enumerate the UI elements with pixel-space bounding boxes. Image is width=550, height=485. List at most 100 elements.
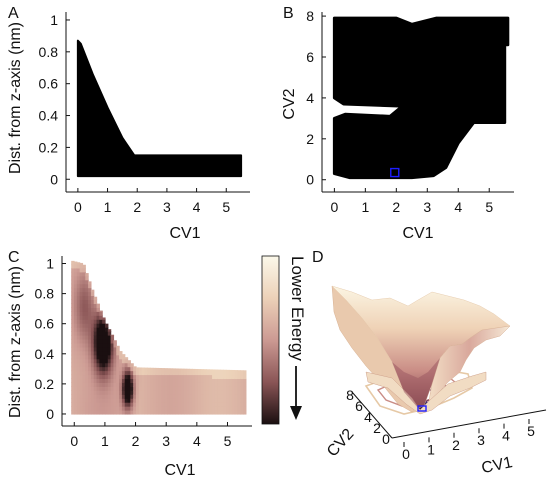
heatmap-cell [76,338,81,344]
heatmap-cell [189,406,193,411]
heatmap-cell [107,329,112,332]
heatmap-cell [82,346,86,352]
heatmap-cell [133,382,137,387]
heatmap-cell [96,334,100,340]
heatmap-cell [124,382,129,387]
heatmap-cell [99,410,103,415]
heatmap-cell [99,382,103,387]
d-cv1-tick-label: 0 [402,446,410,462]
heatmap-cell [124,358,129,364]
heatmap-cell [223,398,227,403]
heatmap-cell [107,354,112,360]
heatmap-cell [169,374,174,380]
heatmap-cell [71,279,75,285]
heatmap-cell [243,406,247,411]
heatmap-cell [135,406,140,411]
panel-b-xtick-label: 1 [361,199,369,215]
heatmap-cell [130,406,134,411]
heatmap-cell [231,398,236,403]
heatmap-cell [85,331,89,336]
heatmap-cell [192,402,196,407]
heatmap-cell [217,374,222,380]
heatmap-cell [88,323,92,328]
heatmap-cell [79,334,84,340]
heatmap-cell [189,390,193,395]
heatmap-cell [209,370,213,376]
panel-c-ytick-label: 0.2 [35,376,55,392]
heatmap-cell [155,410,160,415]
panel-b-minimum-marker [390,167,400,178]
heatmap-cell [206,378,210,383]
heatmap-cell [88,410,92,415]
heatmap-cell [76,315,81,320]
heatmap-cell [102,390,106,395]
panel-letter-d: D [312,249,324,266]
heatmap-cell [152,402,157,407]
heatmap-cell [209,369,213,372]
heatmap-cell [127,370,131,376]
heatmap-cell [88,307,92,312]
heatmap-cell [90,366,95,372]
heatmap-cell [82,362,86,368]
heatmap-cell [217,382,222,387]
heatmap-cell [195,406,199,411]
heatmap-cell [110,366,115,372]
heatmap-cell [79,354,84,360]
heatmap-cell [74,346,78,352]
heatmap-cell [76,366,81,372]
heatmap-cell [121,390,126,395]
heatmap-cell [130,386,134,391]
heatmap-cell [155,398,160,403]
heatmap-cell [90,295,95,301]
heatmap-cell [237,382,241,387]
heatmap-cell [85,390,89,395]
heatmap-cell [169,386,174,391]
heatmap-cell [105,350,109,356]
heatmap-cell [141,406,146,411]
heatmap-cell [99,390,103,395]
heatmap-cell [88,358,92,364]
heatmap-cell [76,307,81,312]
heatmap-cell [181,394,185,399]
heatmap-cell [93,370,98,376]
heatmap-cell [74,287,78,293]
heatmap-cell [127,374,131,380]
heatmap-cell [79,338,84,344]
heatmap-cell [200,390,205,395]
heatmap-cell [82,323,86,328]
panel-c-xtick-label: 0 [70,433,78,449]
heatmap-cell [76,370,81,376]
heatmap-cell [93,402,98,407]
heatmap-cell [71,402,75,407]
heatmap-cell [228,378,233,383]
heatmap-cell [93,362,98,368]
heatmap-cell [99,398,103,403]
heatmap-cell [220,390,224,395]
heatmap-cell [158,402,162,407]
heatmap-cell [214,406,219,411]
heatmap-cell [102,398,106,403]
heatmap-cell [214,394,219,399]
heatmap-cell [93,382,98,387]
colorbar-label: Lower Energy [288,256,307,361]
heatmap-cell [85,299,89,304]
heatmap-cell [214,374,219,380]
heatmap-cell [217,394,222,399]
heatmap-cell [186,378,191,383]
heatmap-cell [74,374,78,380]
heatmap-cell [96,338,100,344]
heatmap-cell [93,366,98,372]
heatmap-cell [82,331,86,336]
heatmap-cell [240,410,244,415]
heatmap-cell [74,406,78,411]
heatmap-cell [79,362,84,368]
heatmap-cell [76,390,81,395]
heatmap-cell [144,374,148,380]
heatmap-cell [79,295,84,301]
heatmap-cell [90,311,95,316]
heatmap-cell [85,338,89,344]
heatmap-cell [161,410,165,415]
heatmap-cell [203,398,208,403]
heatmap-cell [119,410,123,415]
heatmap-cell [212,402,216,407]
